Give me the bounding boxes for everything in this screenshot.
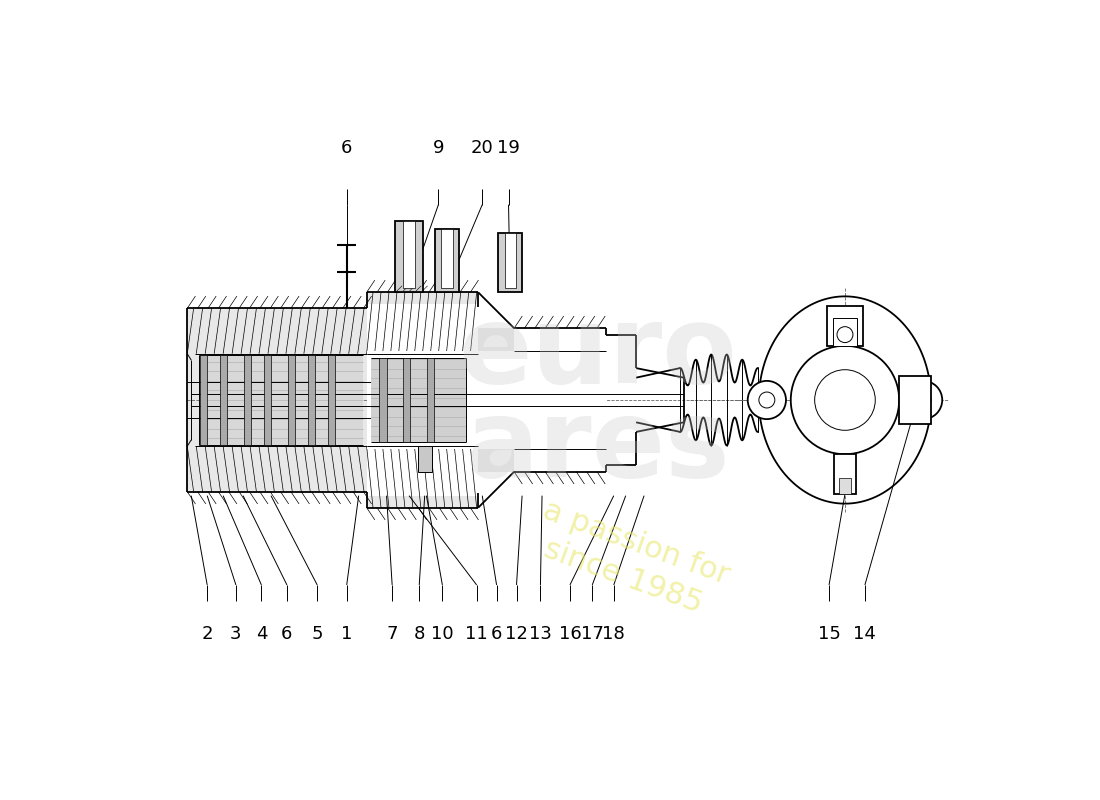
Circle shape — [837, 326, 852, 342]
Bar — [434, 229, 459, 292]
Text: a passion for
since 1985: a passion for since 1985 — [527, 495, 733, 623]
Bar — [427, 358, 434, 442]
Text: 10: 10 — [431, 625, 453, 643]
Text: 5: 5 — [311, 625, 323, 643]
Bar — [395, 221, 424, 292]
Text: 14: 14 — [854, 625, 877, 643]
Bar — [478, 450, 514, 472]
Bar — [404, 358, 410, 442]
Bar — [498, 233, 522, 292]
Bar — [220, 355, 227, 445]
Bar — [200, 355, 207, 445]
Bar — [264, 355, 271, 445]
Text: 4: 4 — [255, 625, 267, 643]
Circle shape — [815, 370, 876, 430]
Bar — [379, 358, 386, 442]
Bar — [478, 328, 514, 350]
Circle shape — [759, 392, 774, 408]
Text: 6: 6 — [341, 139, 352, 157]
Text: 6: 6 — [491, 625, 503, 643]
Text: 6: 6 — [282, 625, 293, 643]
Text: 15: 15 — [817, 625, 840, 643]
Bar — [834, 454, 856, 494]
Bar — [308, 355, 315, 445]
Text: 20: 20 — [471, 139, 494, 157]
Text: euro
ares: euro ares — [459, 300, 737, 500]
Bar — [244, 355, 251, 445]
Bar — [187, 308, 366, 354]
Text: 9: 9 — [432, 139, 444, 157]
Bar — [403, 221, 416, 288]
Text: 12: 12 — [505, 625, 528, 643]
Circle shape — [904, 381, 943, 419]
Text: 17: 17 — [581, 625, 604, 643]
Bar — [366, 496, 478, 508]
Bar — [441, 229, 452, 288]
Text: 7: 7 — [386, 625, 398, 643]
Bar — [187, 354, 366, 492]
Bar — [366, 292, 478, 304]
Circle shape — [791, 346, 899, 454]
Bar — [366, 354, 478, 446]
Bar — [328, 355, 334, 445]
Text: 16: 16 — [559, 625, 581, 643]
Bar — [505, 233, 516, 288]
Bar — [418, 446, 432, 472]
Bar — [366, 350, 606, 450]
Text: 18: 18 — [603, 625, 625, 643]
Bar — [288, 355, 295, 445]
Text: 1: 1 — [341, 625, 352, 643]
Text: 19: 19 — [497, 139, 520, 157]
Bar — [827, 306, 862, 346]
Text: 2: 2 — [201, 625, 213, 643]
Bar — [199, 355, 363, 445]
Bar — [833, 318, 857, 346]
Text: 11: 11 — [465, 625, 488, 643]
Circle shape — [748, 381, 786, 419]
Bar — [899, 376, 931, 424]
Circle shape — [915, 392, 931, 408]
Bar — [371, 358, 466, 442]
Bar — [838, 478, 851, 494]
Text: 8: 8 — [414, 625, 425, 643]
Text: 3: 3 — [230, 625, 242, 643]
Text: 13: 13 — [529, 625, 552, 643]
